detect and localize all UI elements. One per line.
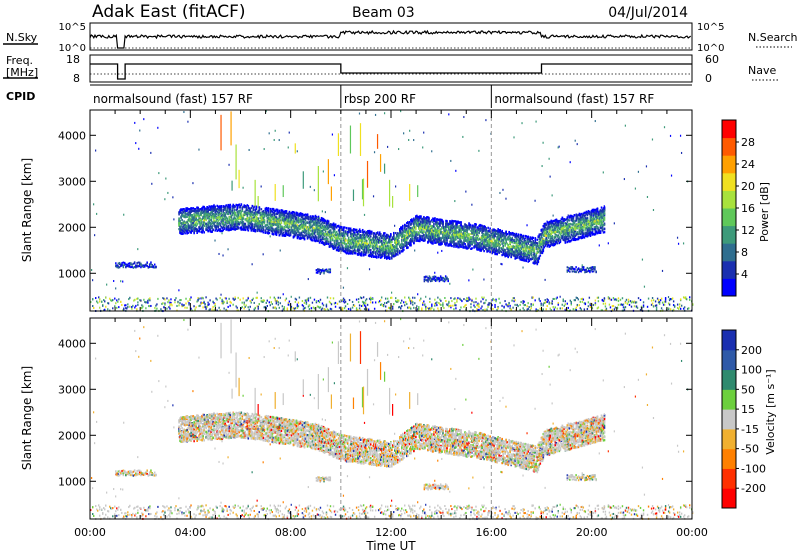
power-colorbar-swatch [722, 120, 736, 138]
range-tick-label: 4000 [58, 337, 86, 350]
beam-label: Beam 03 [352, 5, 415, 21]
velocity-colorbar-tick: -100 [741, 462, 766, 475]
velocity-colorbar-swatch [722, 449, 736, 469]
velocity-colorbar-tick: 100 [741, 364, 762, 377]
velocity-colorbar-label: Velocity [m s⁻¹] [764, 369, 777, 454]
power-colorbar-tick: 16 [741, 202, 755, 215]
power-colorbar-swatch [722, 261, 736, 279]
nsearch-tick-top: 10^5 [697, 22, 724, 33]
nave-label: Nave [748, 64, 776, 77]
nsearch-label: N.Search [748, 31, 798, 44]
nave-tick-bottom: 0 [705, 72, 712, 85]
cpid-row: CPID normalsound (fast) 157 RF rbsp 200 R… [6, 85, 692, 108]
nsky-label: N.Sky [6, 31, 38, 44]
power-colorbar-swatch [722, 155, 736, 173]
power-ylabel: Slant Range [km] [20, 158, 34, 262]
range-tick-label: 3000 [58, 175, 86, 188]
range-tick-label: 3000 [58, 383, 86, 396]
power-colorbar-tick: 12 [741, 224, 755, 237]
nave-tick-top: 60 [705, 53, 719, 66]
velocity-colorbar-swatch [722, 370, 736, 390]
velocity-colorbar-swatch [722, 488, 736, 508]
freq-panel: Freq. [MHz] 18 8 60 0 Nave [3, 53, 780, 85]
power-colorbar-swatch [722, 226, 736, 244]
power-colorbar-tick: 24 [741, 158, 755, 171]
range-tick-label: 2000 [58, 429, 86, 442]
velocity-colorbar-swatch [722, 409, 736, 429]
time-tick-label: 00:00 [676, 526, 708, 539]
cpid-segment-label: normalsound (fast) 157 RF [494, 92, 654, 106]
time-tick-label: 00:00 [74, 526, 106, 539]
power-colorbar-swatch [722, 190, 736, 208]
freq-tick-bottom: 8 [73, 72, 80, 85]
power-colorbar-swatch [722, 138, 736, 156]
velocity-colorbar-swatch [722, 350, 736, 370]
range-tick-label: 4000 [58, 129, 86, 142]
power-colorbar-swatch [722, 173, 736, 191]
cpid-label: CPID [6, 90, 35, 103]
superdarn-summary-plot: Adak East (fitACF) Beam 03 04/Jul/2014 N… [0, 0, 800, 554]
power-colorbar-tick: 28 [741, 136, 755, 149]
plot-title: Adak East (fitACF) [92, 2, 246, 22]
freq-tick-top: 18 [66, 53, 80, 66]
range-tick-label: 1000 [58, 475, 86, 488]
nsky-panel: N.Sky 10^5 10^0 10^5 10^0 N.Search [3, 22, 798, 54]
time-tick-label: 20:00 [576, 526, 608, 539]
time-tick-label: 04:00 [174, 526, 206, 539]
freq-trace [90, 64, 692, 79]
power-colorbar-tick: 4 [741, 268, 748, 281]
cpid-segment-label: rbsp 200 RF [344, 92, 416, 106]
freq-label-line2: [MHz] [6, 66, 38, 79]
velocity-ylabel: Slant Range [km] [20, 366, 34, 470]
velocity-colorbar-swatch [722, 389, 736, 409]
time-tick-label: 16:00 [475, 526, 507, 539]
velocity-colorbar-tick: 15 [741, 403, 755, 416]
power-colorbar-tick: 20 [741, 180, 755, 193]
power-colorbar-label: Power [dB] [758, 182, 771, 242]
time-xlabel: Time UT [365, 539, 416, 553]
power-colorbar-swatch [722, 243, 736, 261]
velocity-colorbar-swatch [722, 468, 736, 488]
velocity-panel: 1000 2000 3000 4000 Slant Range [km] -200 -1… [20, 318, 777, 520]
velocity-colorbar-tick: 50 [741, 383, 755, 396]
velocity-colorbar-tick: -15 [741, 423, 759, 436]
power-colorbar-tick: 8 [741, 246, 748, 259]
power-colorbar-swatch [722, 278, 736, 296]
nsky-tick-top: 10^5 [59, 22, 86, 33]
power-colorbar-swatch [722, 208, 736, 226]
time-tick-label: 12:00 [375, 526, 407, 539]
velocity-colorbar-swatch [722, 429, 736, 449]
velocity-colorbar-tick: -200 [741, 482, 766, 495]
cpid-segment-label: normalsound (fast) 157 RF [93, 92, 253, 106]
range-tick-label: 1000 [58, 267, 86, 280]
nsky-trace [90, 31, 692, 48]
velocity-colorbar-tick: 200 [741, 344, 762, 357]
velocity-colorbar-swatch [722, 330, 736, 350]
date-label: 04/Jul/2014 [608, 5, 688, 21]
time-axis: 00:00 04:00 08:00 12:00 16:00 20:00 00:00 [74, 526, 708, 539]
range-tick-label: 2000 [58, 221, 86, 234]
power-panel: 1000 2000 3000 4000 Slant Range [km] 4 8 12 16… [20, 110, 771, 312]
velocity-colorbar-tick: -50 [741, 443, 759, 456]
time-tick-label: 08:00 [275, 526, 307, 539]
